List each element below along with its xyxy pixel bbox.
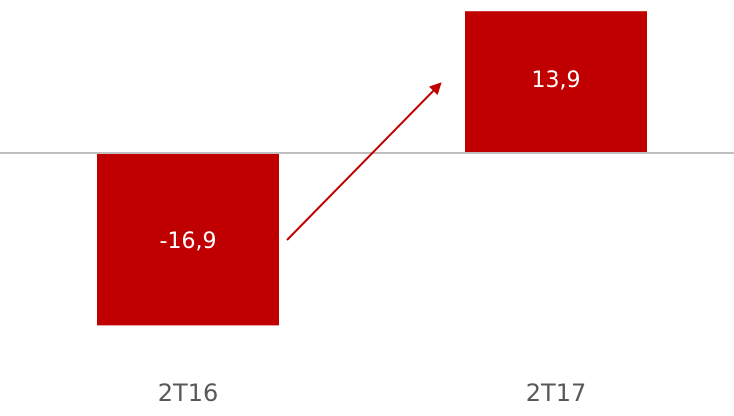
data-label: 13,9 — [532, 68, 581, 93]
bar — [97, 153, 279, 326]
x-tick-label: 2T17 — [526, 379, 586, 407]
trend-arrow — [286, 82, 442, 241]
bar — [465, 11, 647, 153]
x-tick-label: 2T16 — [158, 379, 218, 407]
data-label: -16,9 — [160, 229, 217, 254]
plot-area — [97, 11, 647, 326]
